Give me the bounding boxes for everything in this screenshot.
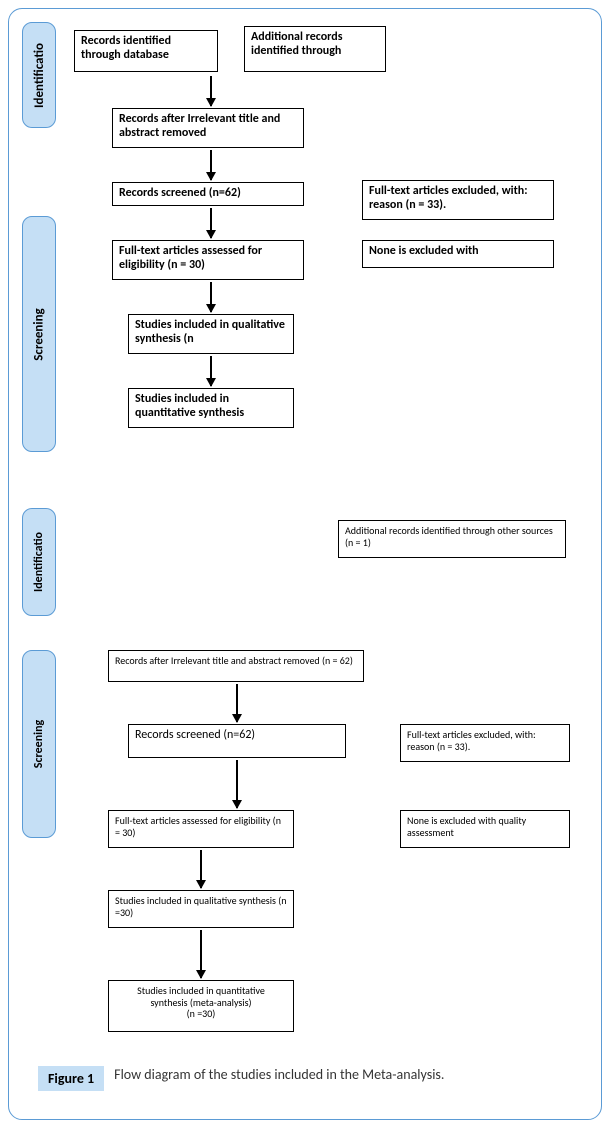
node-text: Records screened (n=62)	[135, 728, 255, 742]
node-records-database: Records identified through database	[74, 30, 218, 72]
node-text: Additional records identified through ot…	[345, 524, 553, 549]
node-quantitative: Studies included in quantitative synthes…	[128, 388, 294, 428]
stage-label-text: Screening	[32, 720, 46, 768]
figure-caption: Figure 1 Flow diagram of the studies inc…	[38, 1066, 444, 1091]
stage-screening-2: Screening	[22, 650, 56, 838]
node-fulltext-excluded: Full-text articles excluded, with: reaso…	[362, 180, 554, 220]
node-none-excluded-2: None is excluded with quality assessment	[400, 810, 570, 848]
node-fulltext-eligibility-2: Full-text articles assessed for eligibil…	[108, 810, 294, 848]
stage-screening-1: Screening	[22, 216, 56, 452]
node-text: Studies included in qualitative synthesi…	[115, 894, 286, 919]
node-qualitative: Studies included in qualitative synthesi…	[128, 314, 294, 354]
node-text: Studies included in quantitative synthes…	[135, 392, 244, 420]
node-none-excluded: None is excluded with	[362, 240, 554, 268]
node-fulltext-excluded-2: Full-text articles excluded, with: reaso…	[400, 724, 570, 762]
node-text: Full-text articles excluded, with: reaso…	[407, 728, 536, 753]
node-text: Studies included in qualitative synthesi…	[135, 318, 285, 346]
arrow	[210, 356, 212, 386]
node-records-screened-2: Records screened (n=62)	[128, 724, 346, 758]
node-fulltext-eligibility: Full-text articles assessed for eligibil…	[112, 240, 304, 280]
node-text: Additional records identified through	[251, 30, 343, 58]
node-quantitative-2: Studies included in quantitative synthes…	[108, 980, 294, 1032]
figure-caption-text: Flow diagram of the studies included in …	[114, 1066, 444, 1085]
stage-identification-2: Identificatio	[22, 508, 56, 616]
node-text: Records screened (n=62)	[119, 186, 241, 200]
arrow	[210, 282, 212, 312]
node-text-line: Studies included in quantitative	[115, 985, 287, 997]
arrow	[200, 930, 202, 978]
node-text: Records after Irrelevant title and abstr…	[119, 112, 280, 140]
figure-tag: Figure 1	[38, 1066, 104, 1091]
node-text: None is excluded with quality assessment	[407, 814, 526, 839]
node-text: Full-text articles excluded, with: reaso…	[369, 184, 528, 212]
figure-frame	[8, 8, 602, 1120]
arrow	[210, 208, 212, 238]
arrow	[200, 850, 202, 888]
stage-identification-1: Identificatio	[22, 22, 56, 128]
node-after-removed: Records after Irrelevant title and abstr…	[112, 108, 304, 148]
arrow	[236, 684, 238, 722]
node-qualitative-2: Studies included in qualitative synthesi…	[108, 890, 294, 928]
stage-label-text: Screening	[32, 308, 47, 360]
stage-label-text: Identificatio	[32, 532, 46, 592]
node-text: Records identified through database	[81, 34, 171, 62]
node-text-line: (n =30)	[115, 1008, 287, 1020]
node-additional-records: Additional records identified through	[244, 26, 386, 72]
arrow	[210, 150, 212, 180]
node-text: None is excluded with	[369, 244, 479, 258]
node-additional-sources: Additional records identified through ot…	[338, 520, 566, 558]
arrow	[210, 76, 212, 106]
node-records-screened: Records screened (n=62)	[112, 182, 304, 206]
stage-label-text: Identificatio	[32, 43, 47, 108]
node-text: Records after Irrelevant title and abstr…	[115, 654, 353, 667]
node-text: Full-text articles assessed for eligibil…	[119, 244, 262, 272]
node-after-removed-2: Records after Irrelevant title and abstr…	[108, 650, 364, 682]
node-text: Full-text articles assessed for eligibil…	[115, 814, 281, 839]
arrow	[236, 760, 238, 808]
